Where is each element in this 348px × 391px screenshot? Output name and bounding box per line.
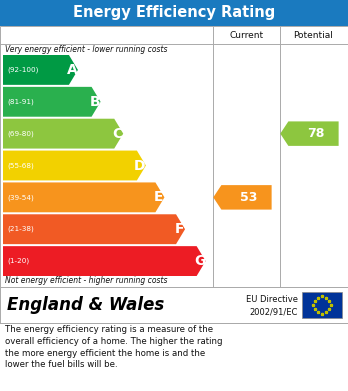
Text: EU Directive: EU Directive xyxy=(246,295,298,304)
Polygon shape xyxy=(3,151,146,180)
Polygon shape xyxy=(280,121,339,146)
Bar xyxy=(0,287,348,323)
Text: (92-100): (92-100) xyxy=(7,67,38,73)
Polygon shape xyxy=(213,185,272,210)
Text: Not energy efficient - higher running costs: Not energy efficient - higher running co… xyxy=(5,276,167,285)
Text: The energy efficiency rating is a measure of the
overall efficiency of a home. T: The energy efficiency rating is a measur… xyxy=(5,325,222,369)
Polygon shape xyxy=(3,214,185,244)
Text: Current: Current xyxy=(229,30,263,39)
Bar xyxy=(302,292,342,318)
Text: (81-91): (81-91) xyxy=(7,99,34,105)
Polygon shape xyxy=(3,87,101,117)
Polygon shape xyxy=(3,183,165,212)
Text: C: C xyxy=(112,127,122,141)
Bar xyxy=(0,26,348,287)
Text: (69-80): (69-80) xyxy=(7,130,34,137)
Text: E: E xyxy=(154,190,163,204)
Text: (55-68): (55-68) xyxy=(7,162,34,169)
Text: (1-20): (1-20) xyxy=(7,258,29,264)
Text: 78: 78 xyxy=(307,127,325,140)
Polygon shape xyxy=(3,55,78,85)
Text: 53: 53 xyxy=(240,191,258,204)
Bar xyxy=(0,0,348,26)
Text: F: F xyxy=(174,222,184,236)
Text: D: D xyxy=(134,158,146,172)
Text: B: B xyxy=(89,95,100,109)
Text: Energy Efficiency Rating: Energy Efficiency Rating xyxy=(73,5,275,20)
Text: A: A xyxy=(66,63,77,77)
Text: Very energy efficient - lower running costs: Very energy efficient - lower running co… xyxy=(5,45,167,54)
Polygon shape xyxy=(3,119,123,149)
Text: 2002/91/EC: 2002/91/EC xyxy=(250,308,298,317)
Text: England & Wales: England & Wales xyxy=(7,296,164,314)
Text: (21-38): (21-38) xyxy=(7,226,34,233)
Polygon shape xyxy=(3,246,206,276)
Text: (39-54): (39-54) xyxy=(7,194,34,201)
Text: Potential: Potential xyxy=(294,30,333,39)
Text: G: G xyxy=(194,254,205,268)
